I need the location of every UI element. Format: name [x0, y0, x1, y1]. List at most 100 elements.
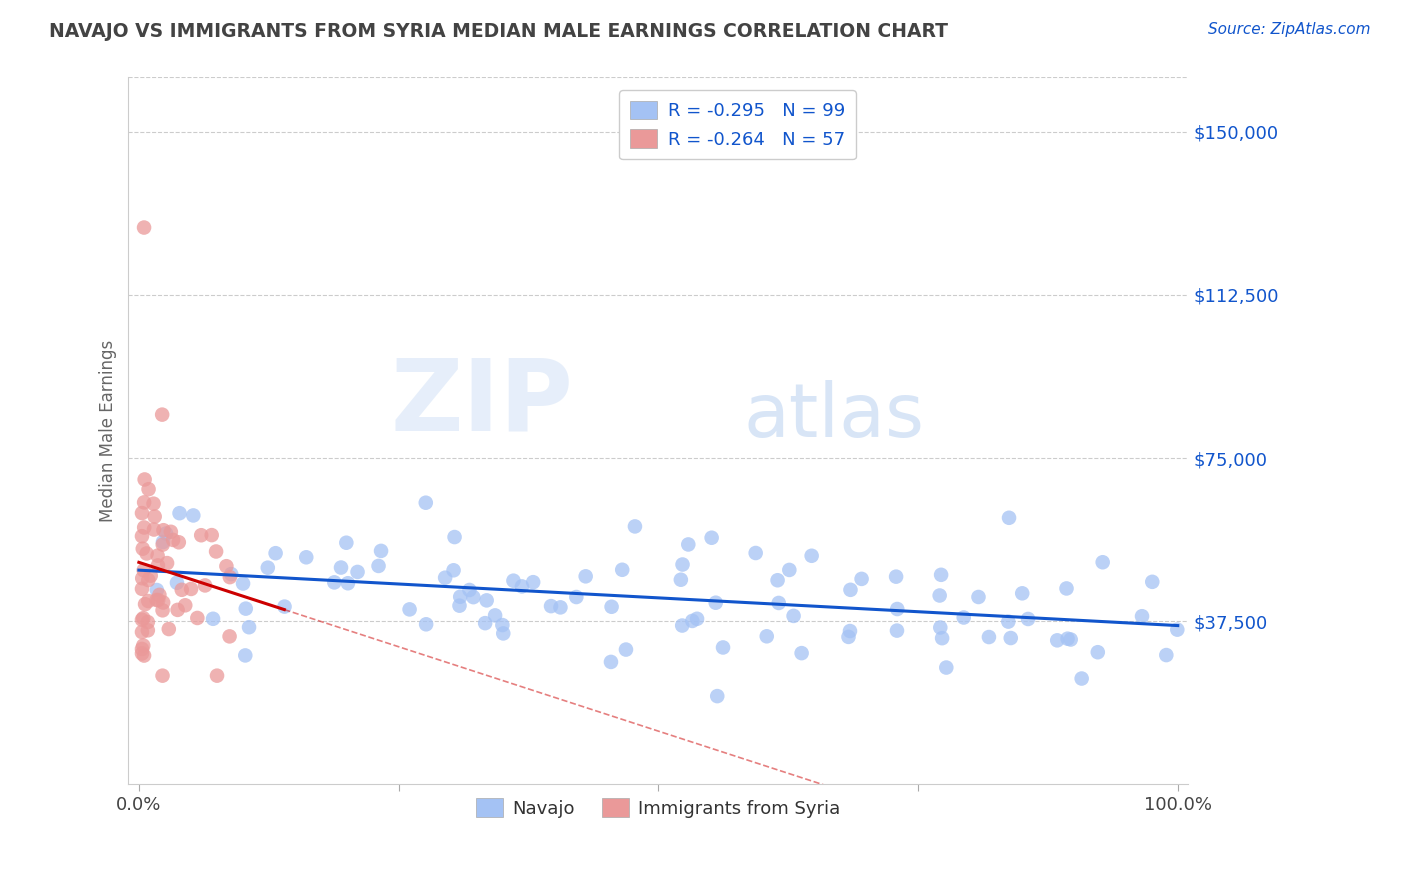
Legend: Navajo, Immigrants from Syria: Navajo, Immigrants from Syria — [470, 791, 848, 825]
Point — [443, 530, 465, 544]
Point — [134, 520, 156, 534]
Point — [131, 642, 153, 657]
Point — [136, 615, 159, 629]
Point — [142, 523, 165, 537]
Point — [612, 563, 634, 577]
Point — [928, 589, 950, 603]
Point — [600, 655, 623, 669]
Point — [398, 602, 420, 616]
Point — [491, 618, 513, 632]
Point — [510, 579, 533, 593]
Text: atlas: atlas — [744, 380, 924, 453]
Point — [475, 593, 498, 607]
Point — [929, 567, 952, 582]
Point — [600, 599, 623, 614]
Point — [219, 567, 242, 582]
Point — [886, 602, 908, 616]
Point — [132, 220, 155, 235]
Point — [1060, 632, 1083, 647]
Point — [169, 506, 191, 520]
Point — [143, 509, 166, 524]
Point — [181, 508, 204, 523]
Point — [367, 558, 389, 573]
Point — [415, 617, 437, 632]
Point — [131, 582, 153, 596]
Point — [443, 563, 465, 577]
Point — [669, 573, 692, 587]
Point — [152, 535, 174, 549]
Point — [711, 640, 734, 655]
Point — [132, 639, 155, 653]
Point — [415, 496, 437, 510]
Point — [131, 625, 153, 640]
Point — [790, 646, 813, 660]
Point — [671, 558, 693, 572]
Point — [671, 618, 693, 632]
Point — [1130, 609, 1153, 624]
Point — [458, 582, 481, 597]
Point — [180, 582, 202, 596]
Point — [1000, 631, 1022, 645]
Point — [778, 563, 800, 577]
Point — [131, 506, 153, 520]
Point — [550, 600, 572, 615]
Point — [232, 576, 254, 591]
Point — [162, 533, 184, 547]
Point — [138, 482, 160, 496]
Point — [150, 408, 173, 422]
Point — [929, 621, 952, 635]
Point — [131, 647, 153, 661]
Point — [706, 689, 728, 703]
Point — [884, 569, 907, 583]
Point — [194, 578, 217, 592]
Point — [768, 596, 790, 610]
Point — [264, 546, 287, 560]
Point — [370, 544, 392, 558]
Point — [218, 570, 240, 584]
Point — [839, 582, 862, 597]
Point — [166, 603, 188, 617]
Point — [156, 556, 179, 570]
Point — [166, 575, 188, 590]
Point — [782, 608, 804, 623]
Point — [205, 544, 228, 558]
Point — [148, 593, 170, 607]
Point — [839, 624, 862, 638]
Point — [575, 569, 598, 583]
Point — [484, 608, 506, 623]
Point — [935, 660, 957, 674]
Point — [1046, 633, 1069, 648]
Point — [1091, 555, 1114, 569]
Point — [160, 524, 183, 539]
Point — [931, 631, 953, 645]
Point — [1056, 582, 1078, 596]
Text: Source: ZipAtlas.com: Source: ZipAtlas.com — [1208, 22, 1371, 37]
Point — [323, 575, 346, 590]
Point — [152, 595, 174, 609]
Point — [256, 560, 278, 574]
Point — [1156, 648, 1178, 662]
Point — [152, 603, 174, 617]
Point — [678, 537, 700, 551]
Point — [700, 531, 723, 545]
Point — [540, 599, 562, 613]
Point — [186, 611, 208, 625]
Y-axis label: Median Male Earnings: Median Male Earnings — [100, 340, 117, 522]
Point — [152, 668, 174, 682]
Point — [131, 529, 153, 543]
Point — [1056, 632, 1078, 646]
Point — [449, 599, 471, 613]
Point — [851, 572, 873, 586]
Point — [565, 590, 588, 604]
Point — [170, 582, 193, 597]
Point — [202, 612, 225, 626]
Point — [233, 648, 256, 663]
Point — [837, 630, 859, 644]
Point — [134, 495, 156, 509]
Point — [1011, 586, 1033, 600]
Point — [190, 528, 212, 542]
Point — [997, 615, 1019, 629]
Point — [624, 519, 647, 533]
Point — [139, 568, 162, 582]
Point — [132, 648, 155, 663]
